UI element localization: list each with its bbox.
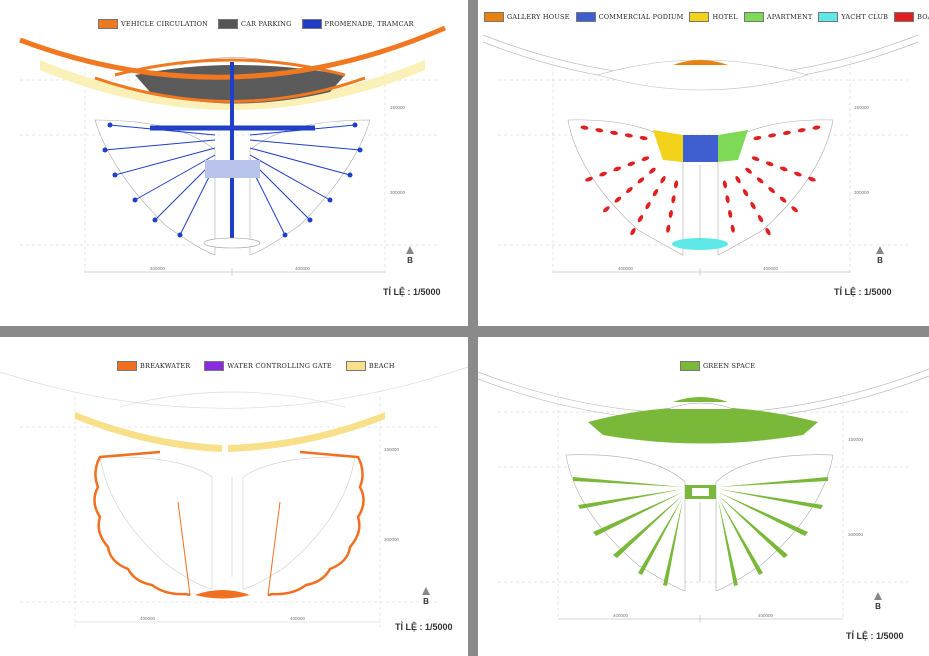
north-arrow: B (874, 246, 886, 265)
dim-v1: 150000 (390, 105, 406, 110)
dim-right: 400000 (290, 616, 306, 621)
panel-green: GREEN SPACE 400000 400000 150000 300000 … (478, 337, 929, 656)
legend: GALLERY HOUSE COMMERCIAL PODIUM HOTEL AP… (484, 12, 929, 22)
gallery-house-area (673, 60, 728, 65)
north-arrow: B (420, 587, 432, 606)
legend-item-podium: COMMERCIAL PODIUM (575, 12, 684, 22)
green-wedges (573, 477, 828, 586)
apartment-area (718, 130, 748, 162)
plan-green (478, 368, 929, 623)
plan-circulation (19, 25, 446, 276)
north-arrow-icon (876, 246, 884, 254)
legend-item-yacht: YACHT CLUB (818, 12, 888, 22)
north-arrow-icon (406, 246, 414, 254)
panel-circulation: VEHICLE CIRCULATION CAR PARKING PROMENAD… (0, 0, 468, 326)
dim-v1: 150000 (848, 437, 864, 442)
dim-v2: 300000 (854, 190, 870, 195)
legend: BREAKWATER WATER CONTROLLING GATE BEACH (117, 361, 395, 371)
legend-item-hotel: HOTEL (689, 12, 738, 22)
dim-right: 400000 (295, 266, 311, 271)
scale-label: TỈ LỆ : 1/5000 (383, 287, 441, 297)
dim-right: 400000 (763, 266, 779, 271)
breakwater-south (195, 590, 250, 599)
dim-left: 400000 (618, 266, 634, 271)
breakwater-right (267, 450, 365, 597)
dim-v2: 300000 (384, 537, 400, 542)
commercial-podium-area (683, 135, 718, 162)
plan-water (0, 366, 468, 627)
north-arrow-icon (874, 592, 882, 600)
dim-left: 400000 (140, 616, 156, 621)
boat-house-group (580, 125, 821, 236)
north-arrow: B (404, 246, 416, 265)
legend-item-gate: WATER CONTROLLING GATE (204, 361, 332, 371)
dim-right: 400000 (758, 613, 774, 618)
beach-right (228, 412, 385, 452)
north-arrow: B (872, 592, 884, 611)
dim-v2: 300000 (390, 190, 406, 195)
plan-functions (482, 34, 919, 276)
scale-label: TỈ LỆ : 1/5000 (834, 287, 892, 297)
dim-left: 400000 (613, 613, 629, 618)
dim-v2: 300000 (848, 532, 864, 537)
legend-item-gallery: GALLERY HOUSE (484, 12, 570, 22)
north-arrow-icon (422, 587, 430, 595)
dim-v1: 150000 (384, 447, 400, 452)
legend-item-apartment: APARTMENT (743, 12, 813, 22)
green-north-area (588, 407, 818, 444)
scale-label: TỈ LỆ : 1/5000 (395, 622, 453, 632)
legend-item-vehicle: VEHICLE CIRCULATION (98, 19, 208, 29)
legend-item-boathouse: BOAT HOUSE (894, 12, 929, 22)
legend-item-breakwater: BREAKWATER (117, 361, 190, 371)
scale-label: TỈ LỆ : 1/5000 (846, 631, 904, 641)
legend-item-beach: BEACH (345, 361, 395, 371)
yacht-club-area (672, 238, 728, 250)
dim-left: 400000 (150, 266, 166, 271)
breakwater-left (93, 450, 191, 597)
panel-functions: GALLERY HOUSE COMMERCIAL PODIUM HOTEL AP… (478, 0, 929, 326)
legend: GREEN SPACE (680, 361, 755, 371)
legend-item-green: GREEN SPACE (680, 361, 755, 371)
dim-v1: 150000 (854, 105, 870, 110)
legend-item-parking: CAR PARKING (218, 19, 292, 29)
hotel-area (653, 130, 683, 162)
beach-left (75, 412, 222, 452)
legend-item-promenade: PROMENADE, TRAMCAR (301, 19, 414, 29)
panel-water: BREAKWATER WATER CONTROLLING GATE BEACH … (0, 337, 468, 656)
legend: VEHICLE CIRCULATION CAR PARKING PROMENAD… (98, 19, 414, 29)
